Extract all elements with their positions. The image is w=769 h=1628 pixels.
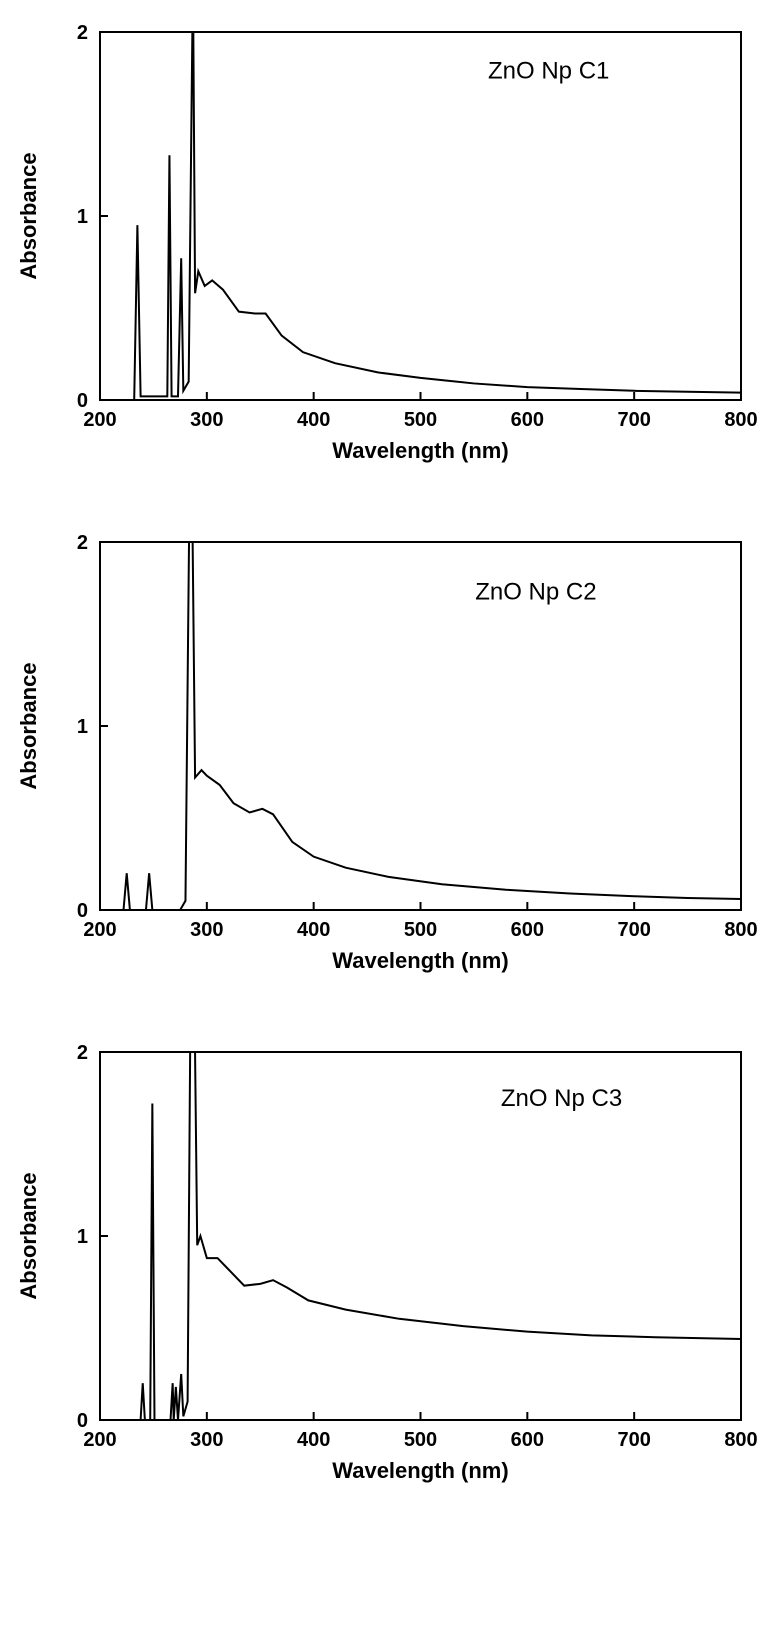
series-label: ZnO Np C2: [475, 578, 596, 605]
y-tick-label: 0: [77, 1410, 88, 1432]
x-tick-label: 500: [404, 409, 437, 431]
plot-frame: [100, 32, 741, 400]
plot-svg: 200 300 400 500 600 700 800 0 1 2 Wavelength (nm) A…: [10, 1040, 759, 1490]
x-tick-label: 600: [511, 1429, 544, 1451]
y-tick-label: 2: [77, 22, 88, 44]
x-tick-label: 200: [83, 919, 116, 941]
plot-panel-2: 200 300 400 500 600 700 800 0 1 2 Wavelength (nm) A…: [10, 530, 759, 980]
plot-svg: 200 300 400 500 600 700 800 0 1 2 Wavelength (nm) A…: [10, 530, 759, 980]
plot-panel-1: 200 300 400 500 600 700 800 0 1 2 Wavelength (nm) A…: [10, 20, 759, 470]
y-tick-label: 2: [77, 1042, 88, 1064]
y-tick-label: 1: [77, 716, 88, 738]
x-tick-label: 400: [297, 919, 330, 941]
x-tick-label: 300: [190, 409, 223, 431]
x-tick-label: 200: [83, 1429, 116, 1451]
x-tick-label: 600: [511, 919, 544, 941]
x-axis-label: Wavelength (nm): [332, 438, 508, 463]
y-axis-label: Absorbance: [16, 662, 41, 789]
x-tick-label: 800: [724, 1429, 757, 1451]
plot-panel-3: 200 300 400 500 600 700 800 0 1 2 Wavelength (nm) A…: [10, 1040, 759, 1490]
x-tick-label: 800: [724, 919, 757, 941]
x-tick-label: 800: [724, 409, 757, 431]
y-axis-label: Absorbance: [16, 1172, 41, 1299]
plot-svg: 200 300 400 500 600 700 800 0 1 2 Wavelength (nm) A…: [10, 20, 759, 470]
y-tick-label: 2: [77, 532, 88, 554]
x-axis-label: Wavelength (nm): [332, 1458, 508, 1483]
y-tick-label: 1: [77, 1226, 88, 1248]
x-tick-label: 700: [617, 919, 650, 941]
y-tick-label: 0: [77, 900, 88, 922]
x-tick-label: 400: [297, 1429, 330, 1451]
y-axis-label: Absorbance: [16, 152, 41, 279]
spectrum-line: [100, 1040, 741, 1420]
x-tick-label: 300: [190, 919, 223, 941]
x-tick-label: 300: [190, 1429, 223, 1451]
x-tick-label: 400: [297, 409, 330, 431]
x-tick-label: 600: [511, 409, 544, 431]
x-tick-label: 200: [83, 409, 116, 431]
spectrum-line: [100, 20, 741, 400]
y-tick-label: 1: [77, 206, 88, 228]
page-root: 200300400500600700800012Wavelength (nm)A…: [0, 0, 769, 1530]
y-tick-label: 0: [77, 390, 88, 412]
series-label: ZnO Np C1: [488, 57, 609, 84]
series-label: ZnO Np C3: [501, 1085, 622, 1112]
x-tick-label: 500: [404, 1429, 437, 1451]
x-tick-label: 700: [617, 409, 650, 431]
x-axis-label: Wavelength (nm): [332, 948, 508, 973]
spectrum-line: [100, 530, 741, 910]
plot-frame: [100, 542, 741, 910]
x-tick-label: 700: [617, 1429, 650, 1451]
x-tick-label: 500: [404, 919, 437, 941]
